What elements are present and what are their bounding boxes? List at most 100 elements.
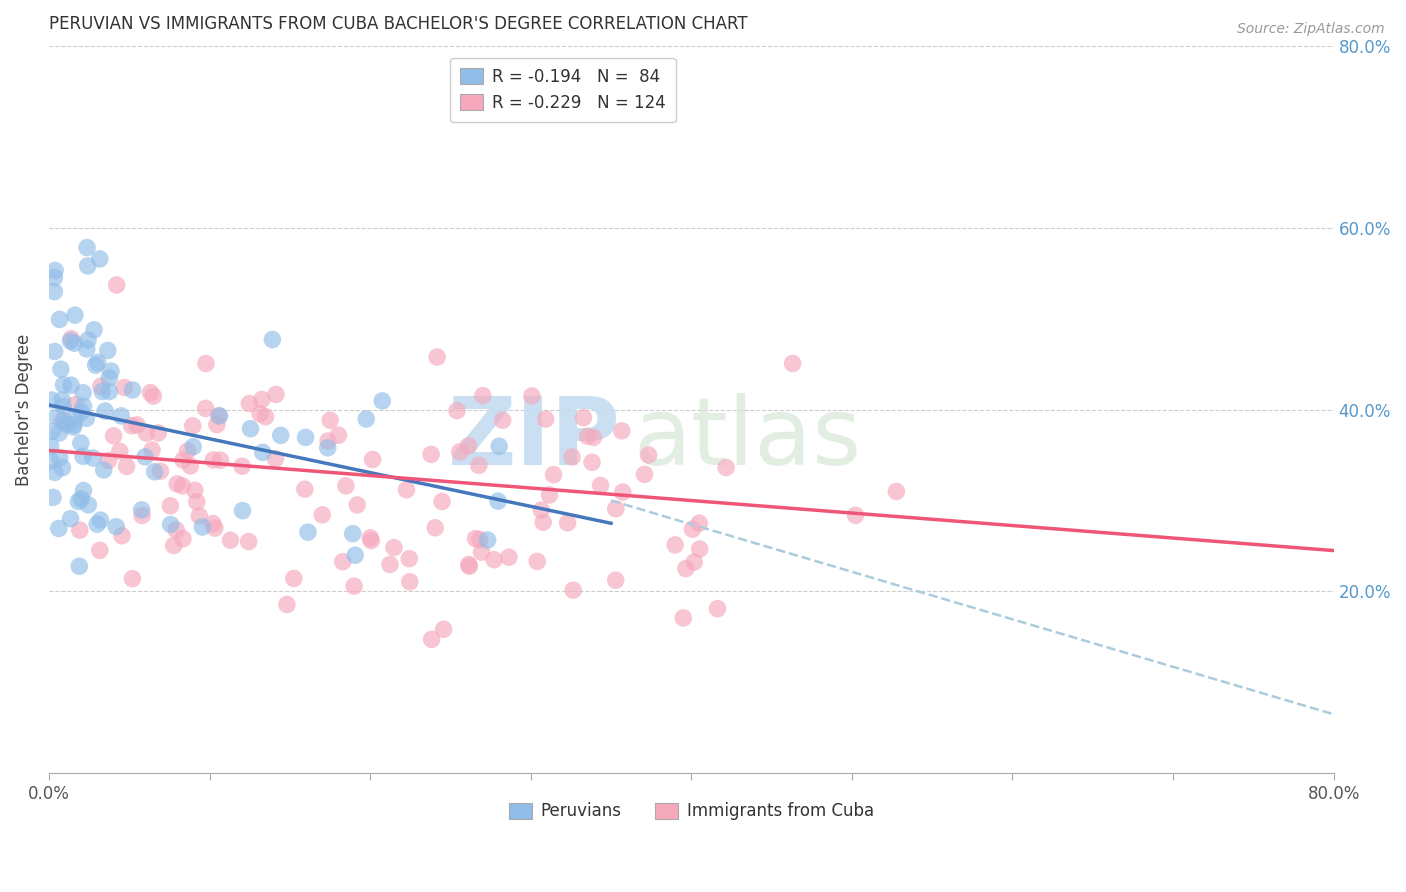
Point	[471, 389, 494, 403]
Point	[346, 498, 368, 512]
Point	[135, 426, 157, 441]
Point	[270, 428, 292, 442]
Point	[344, 548, 367, 562]
Point	[91, 384, 114, 399]
Point	[179, 458, 201, 473]
Point	[42, 491, 65, 505]
Point	[316, 441, 339, 455]
Point	[371, 393, 394, 408]
Point	[231, 503, 253, 517]
Point	[60, 378, 83, 392]
Point	[63, 336, 86, 351]
Point	[219, 533, 242, 548]
Point	[395, 483, 418, 497]
Point	[90, 379, 112, 393]
Point	[294, 430, 316, 444]
Point	[49, 362, 72, 376]
Point	[44, 285, 66, 299]
Point	[420, 447, 443, 461]
Point	[561, 450, 583, 464]
Point	[360, 533, 382, 548]
Point	[531, 515, 554, 529]
Point	[51, 460, 73, 475]
Point	[76, 342, 98, 356]
Point	[76, 259, 98, 273]
Point	[378, 558, 401, 572]
Point	[89, 252, 111, 266]
Point	[163, 539, 186, 553]
Point	[98, 384, 121, 399]
Point	[342, 526, 364, 541]
Point	[204, 521, 226, 535]
Point	[664, 538, 686, 552]
Point	[354, 412, 377, 426]
Point	[264, 387, 287, 401]
Point	[72, 449, 94, 463]
Point	[209, 453, 232, 467]
Point	[238, 396, 260, 410]
Point	[572, 410, 595, 425]
Point	[176, 444, 198, 458]
Point	[60, 332, 83, 346]
Point	[52, 400, 75, 414]
Point	[93, 463, 115, 477]
Point	[311, 508, 333, 522]
Point	[398, 574, 420, 589]
Point	[714, 460, 737, 475]
Point	[482, 552, 505, 566]
Point	[159, 517, 181, 532]
Point	[111, 529, 134, 543]
Point	[41, 424, 63, 438]
Point	[115, 459, 138, 474]
Point	[172, 532, 194, 546]
Point	[44, 466, 66, 480]
Point	[486, 494, 509, 508]
Point	[534, 412, 557, 426]
Point	[186, 495, 208, 509]
Point	[464, 532, 486, 546]
Point	[208, 409, 231, 423]
Point	[65, 398, 87, 412]
Point	[139, 385, 162, 400]
Point	[86, 517, 108, 532]
Point	[238, 534, 260, 549]
Point	[231, 459, 253, 474]
Point	[69, 523, 91, 537]
Point	[249, 407, 271, 421]
Point	[582, 430, 605, 444]
Point	[254, 409, 277, 424]
Point	[706, 601, 728, 615]
Point	[149, 464, 172, 478]
Point	[142, 389, 165, 403]
Point	[108, 444, 131, 458]
Point	[39, 454, 62, 468]
Point	[112, 380, 135, 394]
Point	[316, 434, 339, 448]
Point	[44, 344, 66, 359]
Point	[86, 355, 108, 369]
Point	[134, 450, 156, 464]
Text: Source: ZipAtlas.com: Source: ZipAtlas.com	[1237, 22, 1385, 37]
Point	[41, 392, 63, 407]
Point	[538, 488, 561, 502]
Point	[70, 405, 93, 419]
Point	[55, 417, 77, 432]
Point	[458, 559, 481, 574]
Point	[131, 508, 153, 523]
Point	[262, 333, 284, 347]
Point	[48, 521, 70, 535]
Point	[361, 452, 384, 467]
Point	[103, 429, 125, 443]
Point	[526, 554, 548, 568]
Point	[610, 424, 633, 438]
Point	[63, 417, 86, 432]
Point	[589, 478, 612, 492]
Point	[48, 425, 70, 440]
Point	[426, 350, 449, 364]
Point	[398, 551, 420, 566]
Point	[72, 385, 94, 400]
Point	[52, 377, 75, 392]
Point	[70, 491, 93, 506]
Point	[97, 453, 120, 467]
Point	[470, 545, 492, 559]
